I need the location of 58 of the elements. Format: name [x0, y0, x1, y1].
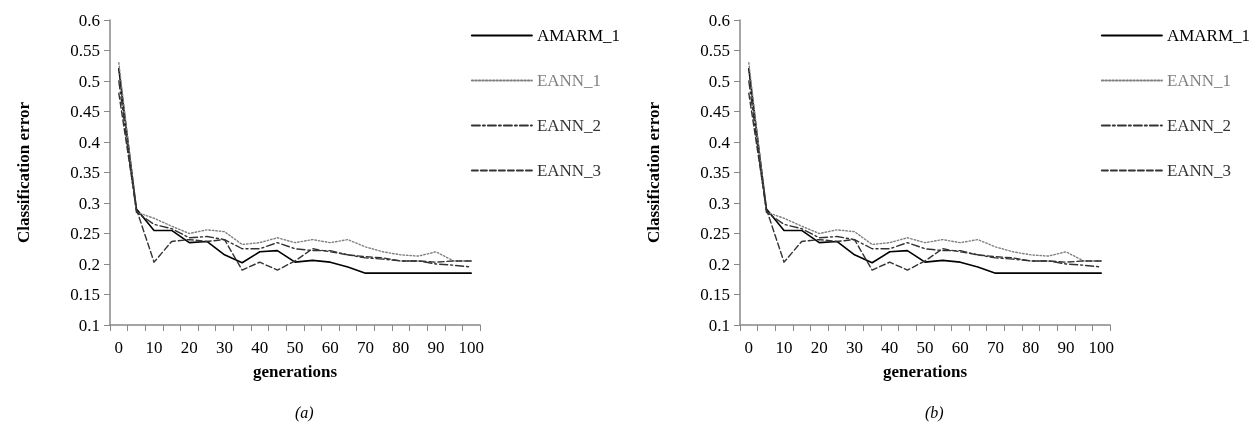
x-tick-label: 50 [916, 338, 934, 357]
legend-label: EANN_1 [1166, 71, 1232, 90]
text: (a) [295, 403, 314, 422]
y-axis-title: Classification error [644, 101, 663, 243]
x-tick-label: 20 [810, 338, 828, 357]
y-tick-label: 0.3 [78, 193, 100, 213]
x-tick-label: 50 [286, 338, 304, 357]
x-tick-label: 100 [458, 338, 484, 357]
legend-label: EANN_2 [536, 116, 602, 135]
y-tick-label: 0.6 [708, 10, 730, 30]
y-tick-label: 0.5 [78, 71, 100, 91]
x-axis-title: generations [252, 362, 338, 381]
legend-label: EANN_1 [536, 71, 602, 90]
x-tick-label: 90 [1057, 338, 1075, 357]
x-tick-label: 40 [881, 338, 899, 357]
y-tick-label: 0.2 [78, 254, 100, 274]
x-tick-label: 100 [1088, 338, 1114, 357]
y-tick-label: 0.2 [708, 254, 730, 274]
y-tick-label: 0.55 [70, 41, 100, 60]
legend-label: AMARM_1 [536, 26, 620, 45]
x-tick-label: 80 [392, 338, 410, 357]
y-tick-label: 0.45 [70, 102, 100, 121]
y-tick-label: 0.35 [70, 163, 100, 182]
x-tick-label: 20 [180, 338, 198, 357]
y-tick-label: 0.35 [700, 163, 730, 182]
y-tick-label: 0.5 [708, 71, 730, 91]
x-tick-label: 90 [427, 338, 445, 357]
x-axis-title: generations [882, 362, 968, 381]
y-tick-label: 0.15 [70, 285, 100, 304]
y-tick-label: 0.4 [708, 132, 731, 152]
y-tick-label: 0.1 [78, 315, 100, 335]
y-tick-label: 0.4 [78, 132, 101, 152]
y-tick-label: 0.1 [708, 315, 730, 335]
y-tick-label: 0.45 [700, 102, 730, 121]
x-tick-label: 10 [775, 338, 793, 357]
x-tick-label: 70 [356, 338, 374, 357]
y-axis-title: Classification error [14, 101, 33, 243]
y-tick-label: 0.15 [700, 285, 730, 304]
legend-label: EANN_2 [1166, 116, 1232, 135]
x-tick-label: 60 [951, 338, 969, 357]
legend-label: EANN_3 [536, 161, 602, 180]
y-tick-label: 0.3 [708, 193, 730, 213]
x-tick-label: 70 [986, 338, 1004, 357]
text: (b) [925, 403, 944, 422]
x-tick-label: 80 [1022, 338, 1040, 357]
y-tick-label: 0.25 [700, 224, 730, 243]
y-tick-label: 0.6 [78, 10, 100, 30]
x-tick-label: 30 [216, 338, 234, 357]
x-tick-label: 60 [321, 338, 339, 357]
x-tick-label: 40 [251, 338, 269, 357]
legend-label: EANN_3 [1166, 161, 1232, 180]
x-tick-label: 30 [846, 338, 864, 357]
x-tick-label: 10 [145, 338, 163, 357]
y-tick-label: 0.55 [700, 41, 730, 60]
x-tick-label: 0 [114, 338, 124, 357]
legend-label: AMARM_1 [1166, 26, 1250, 45]
x-tick-label: 0 [744, 338, 754, 357]
y-tick-label: 0.25 [70, 224, 100, 243]
